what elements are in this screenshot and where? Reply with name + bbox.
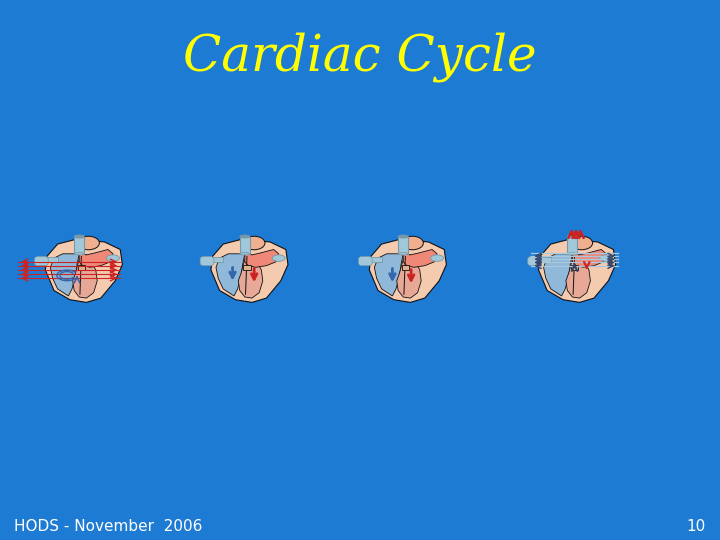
Text: 10: 10 <box>686 519 706 534</box>
Ellipse shape <box>398 253 408 255</box>
Text: HODS - November  2006: HODS - November 2006 <box>14 519 203 534</box>
Bar <box>43 256 58 262</box>
Polygon shape <box>211 240 288 302</box>
Ellipse shape <box>272 255 285 261</box>
Polygon shape <box>238 255 263 298</box>
Ellipse shape <box>567 235 577 238</box>
Polygon shape <box>572 249 606 267</box>
Ellipse shape <box>78 237 99 249</box>
Ellipse shape <box>243 237 265 249</box>
Bar <box>398 237 408 254</box>
Ellipse shape <box>431 255 444 261</box>
FancyBboxPatch shape <box>528 256 541 266</box>
FancyBboxPatch shape <box>200 256 214 266</box>
Polygon shape <box>566 255 590 298</box>
Polygon shape <box>73 255 97 298</box>
Polygon shape <box>45 240 122 302</box>
Ellipse shape <box>107 255 120 261</box>
Ellipse shape <box>240 253 250 255</box>
Ellipse shape <box>398 235 408 238</box>
Polygon shape <box>397 255 421 298</box>
Bar <box>402 265 409 270</box>
Bar <box>240 237 250 254</box>
Bar <box>74 237 84 254</box>
Polygon shape <box>403 249 437 267</box>
Polygon shape <box>50 254 79 296</box>
FancyBboxPatch shape <box>359 256 372 266</box>
Ellipse shape <box>74 253 84 255</box>
Polygon shape <box>544 254 572 296</box>
Ellipse shape <box>571 237 593 249</box>
Bar <box>567 237 577 254</box>
Polygon shape <box>374 254 403 296</box>
Ellipse shape <box>567 253 577 255</box>
Bar <box>78 265 85 270</box>
Text: Cardiac Cycle: Cardiac Cycle <box>183 32 537 82</box>
Ellipse shape <box>600 255 613 261</box>
Bar <box>209 256 223 262</box>
Bar <box>536 256 551 262</box>
Bar <box>367 256 382 262</box>
Ellipse shape <box>74 235 84 238</box>
Bar <box>243 265 251 270</box>
Bar <box>571 265 578 270</box>
Ellipse shape <box>402 237 423 249</box>
Polygon shape <box>369 240 446 302</box>
Ellipse shape <box>240 235 250 238</box>
Polygon shape <box>79 249 113 267</box>
Polygon shape <box>216 254 245 296</box>
FancyBboxPatch shape <box>35 256 48 266</box>
Polygon shape <box>245 249 279 267</box>
Polygon shape <box>539 240 616 302</box>
